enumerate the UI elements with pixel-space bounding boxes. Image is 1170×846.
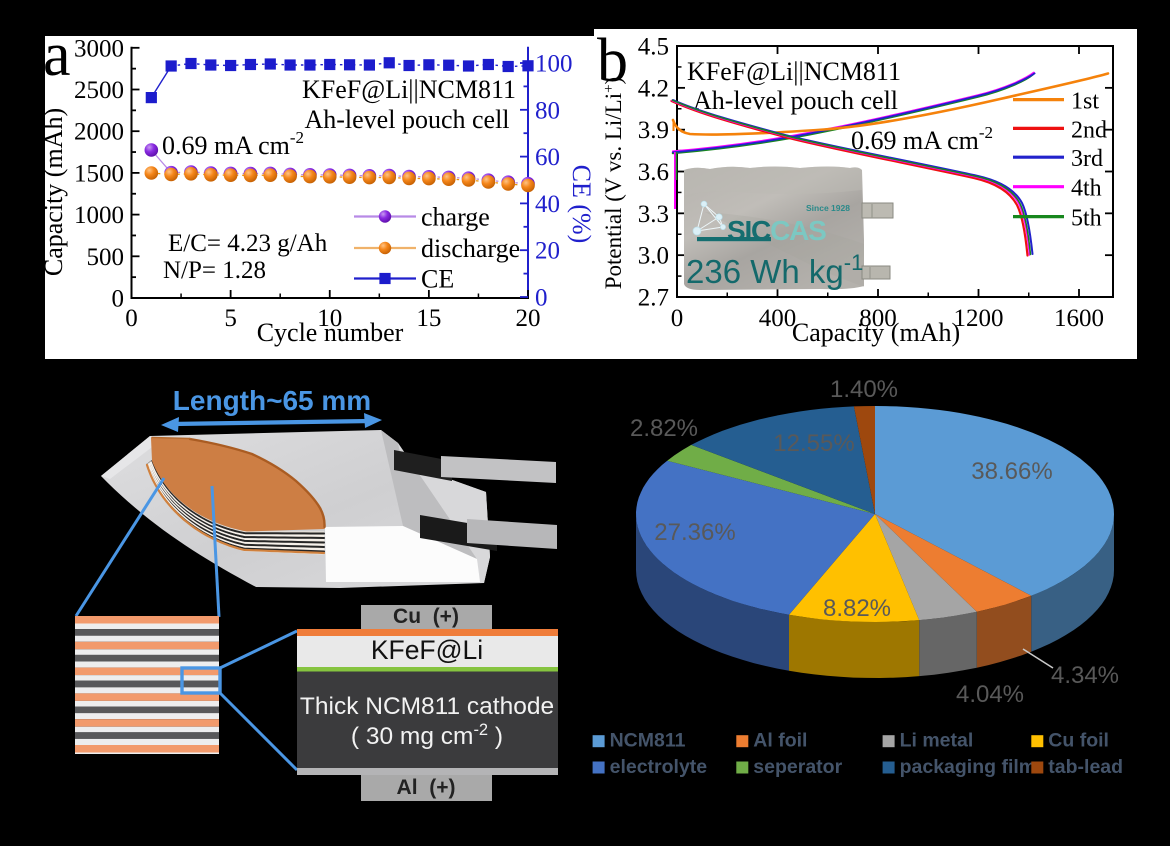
svg-text:CE (%): CE (%) [567,165,596,244]
svg-text:1st: 1st [1071,89,1099,115]
svg-text:packaging film: packaging film [900,756,1037,778]
svg-text:( 30 mg cm-2 ): ( 30 mg cm-2 ) [351,721,503,750]
svg-text:charge: charge [421,203,490,232]
svg-text:SICCAS: SICCAS [727,215,826,246]
svg-text:tab-lead: tab-lead [1048,756,1123,778]
svg-text:100: 100 [535,51,573,78]
svg-text:0.69 mA cm-2: 0.69 mA cm-2 [162,128,304,160]
svg-text:0: 0 [125,305,138,332]
svg-text:2.7: 2.7 [638,285,669,312]
svg-text:1200: 1200 [954,305,1004,332]
svg-text:seperator: seperator [753,756,842,778]
svg-text:Al foil: Al foil [753,730,807,752]
svg-text:500: 500 [87,244,125,271]
svg-text:8.82%: 8.82% [823,595,891,622]
svg-text:KFeF@Li: KFeF@Li [371,635,483,665]
svg-text:3.6: 3.6 [638,159,669,186]
svg-text:Thick NCM811 cathode: Thick NCM811 cathode [300,693,554,720]
svg-text:KFeF@Li||NCM811: KFeF@Li||NCM811 [687,57,901,86]
svg-text:b: b [597,27,628,95]
svg-text:Cu foil: Cu foil [1048,730,1109,752]
svg-text:KFeF@Li||NCM811: KFeF@Li||NCM811 [302,75,516,104]
svg-text:Cu (+): Cu (+) [393,605,459,628]
svg-text:400: 400 [759,305,797,332]
svg-text:4.04%: 4.04% [956,681,1024,708]
svg-text:12.55%: 12.55% [773,430,854,457]
svg-text:E/C= 4.23 g/Ah: E/C= 4.23 g/Ah [168,230,328,257]
svg-text:4th: 4th [1071,176,1102,202]
svg-text:discharge: discharge [421,234,520,263]
svg-text:0: 0 [671,305,684,332]
svg-text:236 Wh kg-1: 236 Wh kg-1 [686,250,863,290]
svg-text:3.9: 3.9 [638,117,669,144]
svg-text:0: 0 [535,285,548,312]
svg-text:27.36%: 27.36% [654,519,735,546]
svg-text:Length~65 mm: Length~65 mm [173,385,371,416]
svg-text:3.3: 3.3 [638,201,669,228]
svg-text:80: 80 [535,97,560,124]
svg-text:4.5: 4.5 [638,34,669,61]
svg-text:15: 15 [416,305,441,332]
svg-text:Ah-level pouch cell: Ah-level pouch cell [693,86,898,115]
svg-text:3000: 3000 [74,35,124,62]
svg-text:1500: 1500 [74,160,124,187]
svg-text:0.69 mA cm-2: 0.69 mA cm-2 [851,123,993,155]
svg-text:electrolyte: electrolyte [610,756,708,778]
svg-text:Capacity (mAh): Capacity (mAh) [39,108,68,276]
svg-text:1600: 1600 [1054,305,1104,332]
svg-text:10: 10 [317,305,342,332]
svg-text:NCM811: NCM811 [610,730,686,752]
svg-text:1.40%: 1.40% [830,376,898,403]
svg-text:2.82%: 2.82% [630,415,698,442]
svg-text:a: a [43,21,71,89]
svg-text:N/P= 1.28: N/P= 1.28 [163,257,266,284]
svg-text:5: 5 [224,305,237,332]
svg-text:Capacity (mAh): Capacity (mAh) [792,318,960,347]
svg-text:1000: 1000 [74,202,124,229]
svg-text:Cycle number: Cycle number [257,318,404,347]
svg-text:3.0: 3.0 [638,243,669,270]
svg-text:Ah-level pouch cell: Ah-level pouch cell [304,105,509,134]
svg-text:4.2: 4.2 [638,75,669,102]
svg-text:Li metal: Li metal [900,730,974,752]
svg-text:5th: 5th [1071,206,1102,232]
svg-text:2000: 2000 [74,119,124,146]
svg-text:20: 20 [535,238,560,265]
svg-text:800: 800 [859,305,897,332]
svg-text:20: 20 [516,305,541,332]
svg-text:CE: CE [421,265,454,294]
svg-text:Since 1928: Since 1928 [806,203,850,213]
svg-text:60: 60 [535,144,560,171]
svg-text:Potential (V vs. Li/Li+): Potential (V vs. Li/Li+) [601,77,626,289]
svg-text:2500: 2500 [74,77,124,104]
svg-text:0: 0 [112,286,125,313]
svg-text:Al (+): Al (+) [397,776,456,799]
svg-text:4.34%: 4.34% [1051,662,1119,689]
svg-text:38.66%: 38.66% [971,458,1052,485]
svg-text:2nd: 2nd [1071,117,1107,143]
svg-text:40: 40 [535,191,560,218]
svg-text:3rd: 3rd [1071,146,1103,172]
